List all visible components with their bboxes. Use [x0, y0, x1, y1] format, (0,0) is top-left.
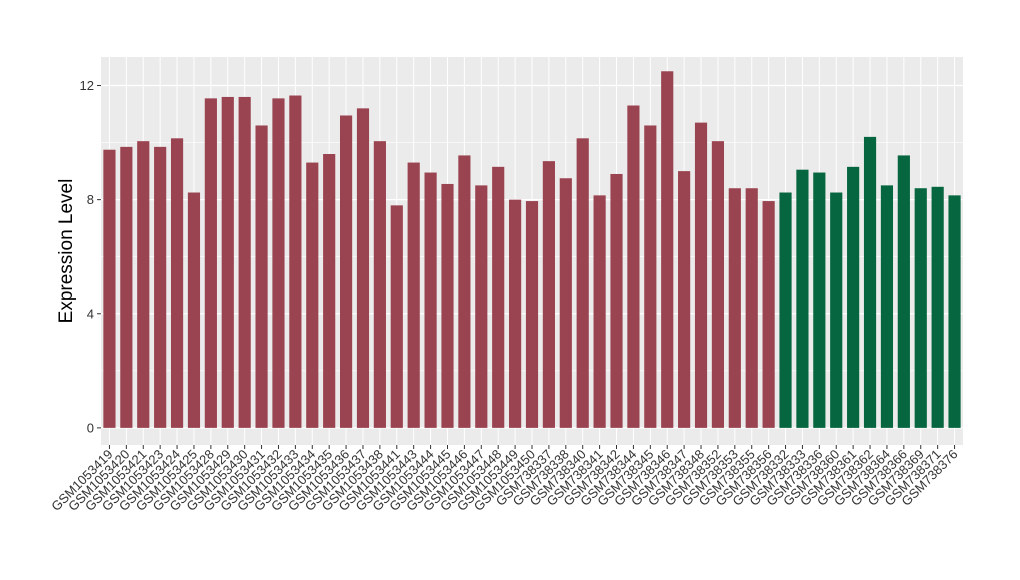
- bar: [154, 146, 167, 428]
- bar: [103, 149, 116, 428]
- bar: [847, 166, 860, 428]
- bar: [137, 141, 150, 428]
- bar: [914, 188, 927, 428]
- bar: [492, 166, 505, 428]
- bar: [339, 115, 353, 428]
- bar: [762, 201, 775, 428]
- bar: [694, 122, 708, 428]
- bar: [661, 71, 674, 428]
- bar: [441, 183, 454, 428]
- bar: [559, 178, 572, 428]
- x-axis: GSM1053419GSM1053420GSM1053421GSM1053423…: [48, 445, 961, 514]
- bar: [779, 192, 792, 428]
- bar: [475, 185, 488, 428]
- bar: [458, 155, 471, 428]
- bar: [678, 171, 691, 428]
- y-tick-label: 0: [87, 420, 94, 435]
- bar: [424, 172, 437, 428]
- y-tick-label: 4: [87, 306, 94, 321]
- bar: [306, 162, 319, 428]
- bar: [796, 169, 809, 428]
- bar: [745, 188, 758, 428]
- y-tick-label: 12: [80, 78, 94, 93]
- y-axis-label: Expression Level: [56, 179, 77, 324]
- bar: [576, 138, 589, 428]
- bar: [897, 155, 910, 428]
- bar: [390, 205, 403, 428]
- bar: [711, 141, 725, 428]
- bar: [356, 108, 370, 428]
- bar: [204, 98, 217, 428]
- bar: [187, 192, 201, 428]
- bar: [238, 96, 251, 428]
- bar: [610, 173, 623, 428]
- bar: [863, 136, 877, 428]
- bar: [948, 195, 961, 428]
- bars: [103, 71, 961, 428]
- bar: [728, 188, 741, 428]
- bar: [120, 146, 133, 428]
- y-tick-label: 8: [87, 192, 94, 207]
- bar: [272, 98, 285, 428]
- bar: [373, 141, 386, 428]
- bar: [525, 201, 539, 428]
- bar: [221, 96, 234, 428]
- bar: [644, 125, 657, 428]
- bar: [170, 138, 184, 428]
- bar: [813, 172, 826, 428]
- bar: [542, 161, 555, 428]
- bar: [407, 162, 420, 428]
- bar: [323, 154, 336, 428]
- bar: [627, 105, 640, 428]
- y-axis: 0 4 8 12: [80, 78, 101, 435]
- bar: [509, 199, 522, 428]
- bar: [289, 95, 302, 428]
- bar: [593, 195, 606, 428]
- bar: [880, 185, 894, 428]
- bar: [255, 125, 268, 428]
- bar: [931, 186, 944, 428]
- bar: [830, 192, 843, 428]
